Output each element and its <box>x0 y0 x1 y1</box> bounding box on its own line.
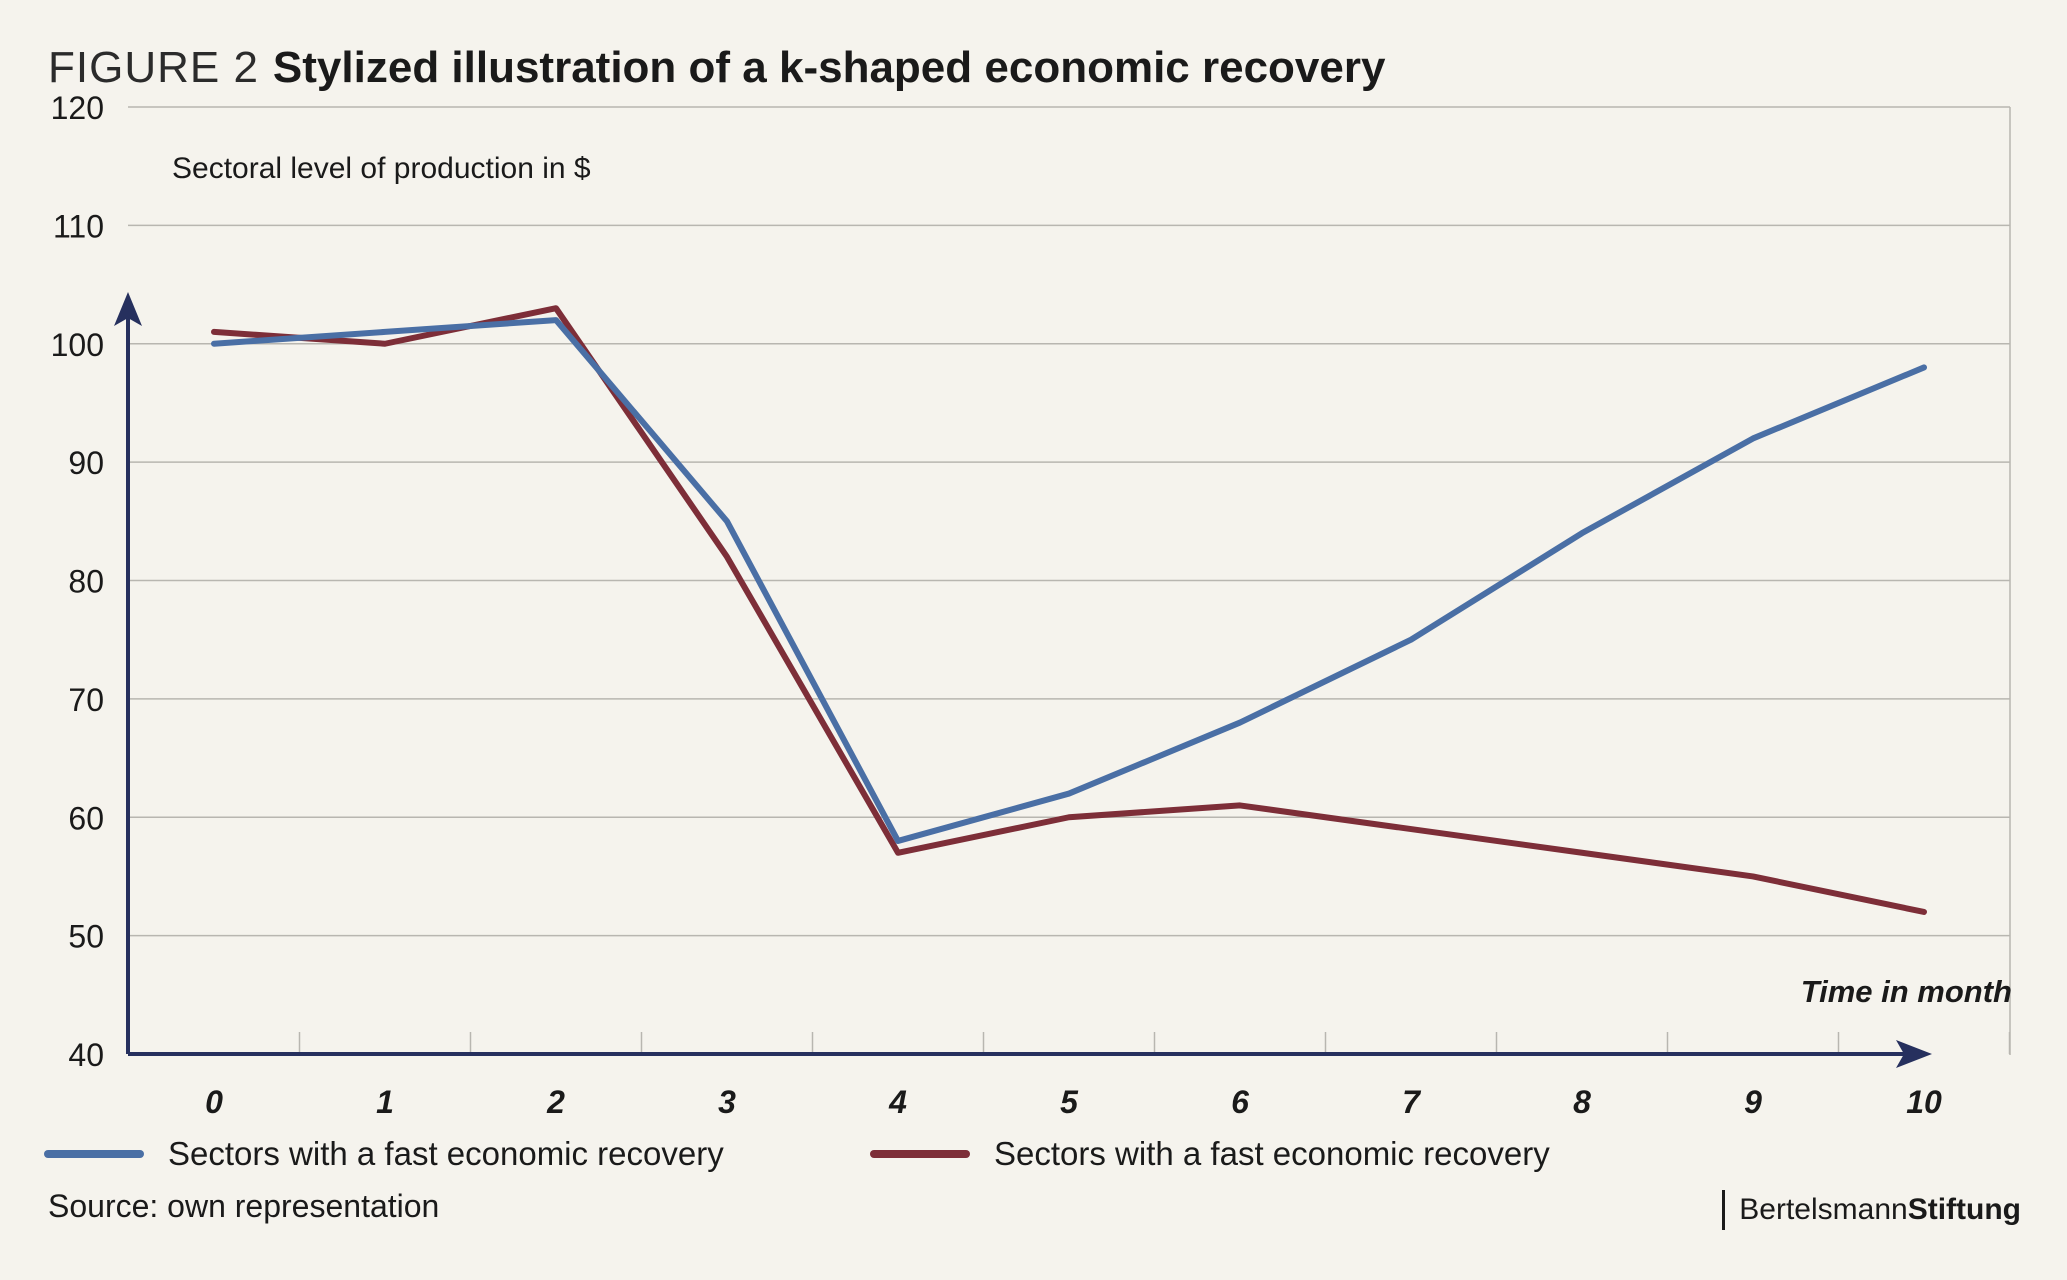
brand-logo: Bertelsmann Stiftung <box>1722 1190 2021 1230</box>
figure-header: FIGURE 2 Stylized illustration of a k-sha… <box>48 38 1385 108</box>
x-tick-labels: 0 1 2 3 4 5 6 7 8 9 10 <box>205 1084 1942 1120</box>
x-tick-label: 5 <box>1060 1084 1079 1120</box>
y-tick-labels: 40 50 60 70 80 90 100 110 120 <box>51 90 104 1073</box>
y-tick-label: 100 <box>51 327 104 363</box>
y-tick-label: 60 <box>68 800 104 836</box>
legend-item-series-1: Sectors with a fast economic recovery <box>44 1135 870 1173</box>
y-tick-label: 50 <box>68 919 104 955</box>
y-tick-label: 70 <box>68 682 104 718</box>
brand-divider <box>1722 1190 1726 1230</box>
x-tick-label: 3 <box>718 1084 736 1120</box>
legend: Sectors with a fast economic recovery Se… <box>44 1135 1550 1173</box>
y-tick-label: 40 <box>68 1037 104 1073</box>
x-tick-label: 6 <box>1231 1084 1249 1120</box>
x-axis-label: Time in month <box>1801 974 2012 1009</box>
legend-label-series-1: Sectors with a fast economic recovery <box>168 1135 724 1172</box>
brand-name-bold: Stiftung <box>1907 1193 2021 1226</box>
x-tick-label: 8 <box>1573 1084 1591 1120</box>
y-tick-label: 120 <box>51 90 104 126</box>
x-tick-label: 0 <box>205 1084 223 1120</box>
y-tick-label: 110 <box>53 208 104 244</box>
x-tick-label: 9 <box>1744 1084 1762 1120</box>
legend-swatch-series-1 <box>44 1150 144 1158</box>
y-axis-label: Sectoral level of production in $ <box>172 152 591 185</box>
source-note: Source: own representation <box>48 1188 440 1224</box>
y-axis-arrow <box>114 292 142 326</box>
y-tick-label: 90 <box>68 445 104 481</box>
grid-lines <box>128 106 2011 1055</box>
x-tick-label: 10 <box>1906 1084 1942 1120</box>
x-tick-label: 7 <box>1402 1084 1422 1120</box>
figure-label: FIGURE 2 <box>48 43 259 92</box>
series-line-1 <box>211 317 1927 844</box>
x-tick-label: 2 <box>546 1084 565 1120</box>
figure-title: Stylized illustration of a k-shaped econ… <box>272 43 1386 92</box>
x-tick-label: 4 <box>888 1084 907 1120</box>
axes <box>114 292 1932 1068</box>
legend-item-series-2: Sectors with a fast economic recovery <box>870 1135 1550 1173</box>
series-line-2 <box>211 305 1927 915</box>
x-tick-label: 1 <box>376 1084 394 1120</box>
series-lines <box>211 305 1927 915</box>
brand-name-regular: Bertelsmann <box>1739 1193 1908 1226</box>
legend-label-series-2: Sectors with a fast economic recovery <box>994 1135 1550 1172</box>
legend-swatch-series-2 <box>870 1150 970 1158</box>
y-tick-label: 80 <box>68 564 104 600</box>
x-axis-arrow <box>1896 1040 1932 1068</box>
